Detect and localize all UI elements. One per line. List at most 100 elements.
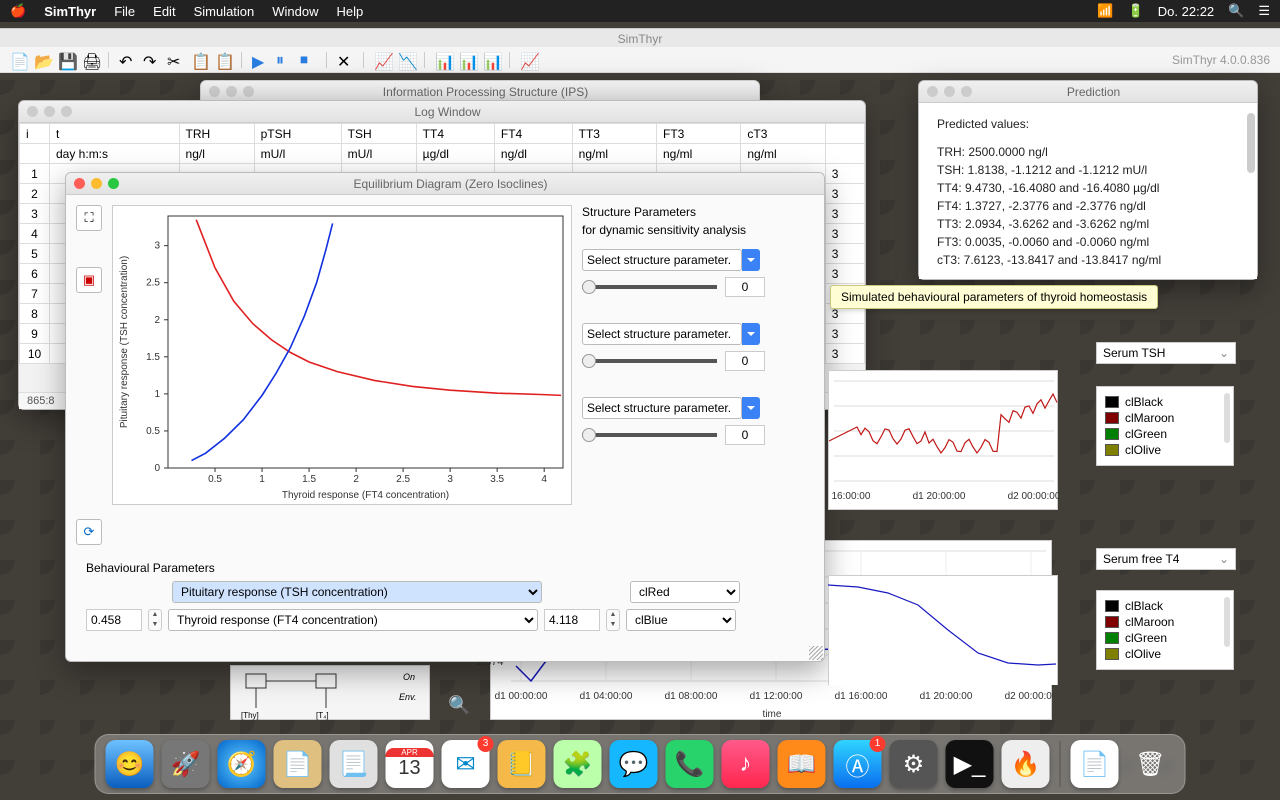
dock-safari[interactable]: 🧭 — [218, 740, 266, 788]
struct-slider-2[interactable] — [582, 359, 717, 363]
log-col[interactable]: t — [50, 124, 180, 144]
log-col[interactable]: i — [20, 124, 50, 144]
dock-finder[interactable]: 😊 — [106, 740, 154, 788]
apple-icon[interactable]: 🍎 — [10, 3, 26, 19]
log-col[interactable]: TRH — [179, 124, 254, 144]
dock-facetime[interactable]: 📞 — [666, 740, 714, 788]
menu-help[interactable]: Help — [337, 4, 364, 19]
notifications-icon[interactable]: ☰ — [1258, 3, 1270, 19]
thyroid-select[interactable]: Thyroid response (FT4 concentration) — [168, 609, 538, 631]
copy-chart-button[interactable]: ▣ — [76, 267, 102, 293]
ts-top-legend[interactable]: clBlackclMaroonclGreenclOlive — [1096, 386, 1234, 466]
log-col[interactable]: TT3 — [572, 124, 656, 144]
spotlight-icon[interactable]: 🔍 — [1228, 3, 1244, 19]
ips-window[interactable]: Information Processing Structure (IPS) — [200, 80, 760, 102]
struct-combo-2[interactable]: Select structure parameter. — [582, 323, 742, 345]
dock-mail[interactable]: ✉3 — [442, 740, 490, 788]
dock-launchpad[interactable]: 🚀 — [162, 740, 210, 788]
tb-cut-icon[interactable]: ✂ — [167, 52, 183, 68]
tb-redo-icon[interactable]: ↷ — [143, 52, 159, 68]
scrollbar[interactable] — [1224, 597, 1230, 647]
tb-copy-icon[interactable]: 📋 — [191, 52, 207, 68]
dock-terminal[interactable]: ▶_ — [946, 740, 994, 788]
legend-item[interactable]: clMaroon — [1105, 411, 1225, 425]
xval-input[interactable] — [86, 609, 142, 631]
color1-select[interactable]: clRed — [630, 581, 740, 603]
clock[interactable]: Do. 22:22 — [1158, 4, 1214, 19]
menu-simulation[interactable]: Simulation — [194, 4, 255, 19]
ts-top-label[interactable]: Serum TSH — [1096, 342, 1236, 364]
color2-select[interactable]: clBlue — [626, 609, 736, 631]
log-col[interactable]: TT4 — [416, 124, 494, 144]
tb-paste-icon[interactable]: 📋 — [215, 52, 231, 68]
legend-item[interactable]: clBlack — [1105, 599, 1225, 613]
tb-undo-icon[interactable]: ↶ — [119, 52, 135, 68]
log-col[interactable]: FT4 — [494, 124, 572, 144]
dock-itunes[interactable]: ♪ — [722, 740, 770, 788]
dock-app1[interactable]: 📄 — [274, 740, 322, 788]
pituitary-select[interactable]: Pituitary response (TSH concentration) — [172, 581, 542, 603]
xval-stepper[interactable]: ▲▼ — [148, 609, 162, 631]
tb-settings-icon[interactable]: ✕ — [337, 52, 353, 68]
prediction-window[interactable]: Prediction Predicted values: TRH: 2500.0… — [918, 80, 1258, 280]
dock-simthyr[interactable]: 🔥 — [1002, 740, 1050, 788]
dock-app2[interactable]: 📃 — [330, 740, 378, 788]
equilibrium-chart[interactable]: 0.511.522.533.5400.511.522.53Thyroid res… — [112, 205, 572, 505]
struct-combo-1[interactable]: Select structure parameter. — [582, 249, 742, 271]
tb-chart3-icon[interactable]: 📊 — [435, 52, 451, 68]
dock-messages[interactable]: 💬 — [610, 740, 658, 788]
chevron-down-icon[interactable] — [742, 249, 760, 271]
dock-contacts[interactable]: 📒 — [498, 740, 546, 788]
dock-doc[interactable]: 📄 — [1071, 740, 1119, 788]
app-menu[interactable]: SimThyr — [44, 4, 96, 19]
scrollbar[interactable] — [1247, 113, 1255, 173]
dock-ibooks[interactable]: 📖 — [778, 740, 826, 788]
struct-combo-3[interactable]: Select structure parameter. — [582, 397, 742, 419]
yval-stepper[interactable]: ▲▼ — [606, 609, 620, 631]
menu-window[interactable]: Window — [272, 4, 318, 19]
yval-input[interactable] — [544, 609, 600, 631]
menu-file[interactable]: File — [114, 4, 135, 19]
dock-settings[interactable]: ⚙ — [890, 740, 938, 788]
tb-chart6-icon[interactable]: 📈 — [520, 52, 536, 68]
tb-chart1-icon[interactable]: 📈 — [374, 52, 390, 68]
log-col[interactable]: TSH — [341, 124, 416, 144]
log-col[interactable]: FT3 — [657, 124, 741, 144]
ts-chart-top[interactable]: d1 16:00:00d1 20:00:00d2 00:00:00 — [828, 370, 1058, 510]
tb-save-icon[interactable]: 💾 — [58, 52, 74, 68]
chart-zoom-icon[interactable]: 🔍 — [448, 695, 470, 716]
refresh-button[interactable]: ⟳ — [76, 519, 102, 545]
equilibrium-window[interactable]: Equilibrium Diagram (Zero Isoclines) ⛶ ▣… — [65, 172, 825, 662]
tb-chart4-icon[interactable]: 📊 — [459, 52, 475, 68]
struct-slider-3[interactable] — [582, 433, 717, 437]
struct-value-3[interactable] — [725, 425, 765, 445]
tb-stop-icon[interactable]: ⏹ — [300, 52, 316, 68]
legend-item[interactable]: clOlive — [1105, 647, 1225, 661]
wifi-icon[interactable]: 📶 — [1097, 3, 1113, 19]
tb-open-icon[interactable]: 📂 — [34, 52, 50, 68]
dock-app3[interactable]: 🧩 — [554, 740, 602, 788]
ts-bot-legend[interactable]: clBlackclMaroonclGreenclOlive — [1096, 590, 1234, 670]
dock-appstore[interactable]: Ⓐ1 — [834, 740, 882, 788]
chevron-down-icon[interactable] — [742, 397, 760, 419]
tb-new-icon[interactable]: 📄 — [10, 52, 26, 68]
legend-item[interactable]: clOlive — [1105, 443, 1225, 457]
tb-play-icon[interactable]: ▶ — [252, 52, 268, 68]
tb-chart5-icon[interactable]: 📊 — [483, 52, 499, 68]
scrollbar[interactable] — [1224, 393, 1230, 443]
chevron-down-icon[interactable] — [742, 323, 760, 345]
legend-item[interactable]: clGreen — [1105, 631, 1225, 645]
struct-value-1[interactable] — [725, 277, 765, 297]
tb-print-icon[interactable]: 🖨 — [82, 52, 98, 68]
tb-pause-icon[interactable]: ⏸ — [276, 52, 292, 68]
log-col[interactable]: cT3 — [741, 124, 825, 144]
menu-edit[interactable]: Edit — [153, 4, 175, 19]
dock-calendar[interactable]: APR 13 — [386, 740, 434, 788]
struct-value-2[interactable] — [725, 351, 765, 371]
fullscreen-button[interactable]: ⛶ — [76, 205, 102, 231]
battery-icon[interactable]: 🔋 — [1128, 3, 1144, 19]
legend-item[interactable]: clGreen — [1105, 427, 1225, 441]
tb-chart2-icon[interactable]: 📉 — [398, 52, 414, 68]
log-col[interactable]: pTSH — [254, 124, 341, 144]
dock[interactable]: 😊 🚀 🧭 📄 📃 APR 13 ✉3 📒 🧩 💬 📞 ♪ 📖 Ⓐ1 ⚙ ▶_ … — [95, 734, 1186, 794]
